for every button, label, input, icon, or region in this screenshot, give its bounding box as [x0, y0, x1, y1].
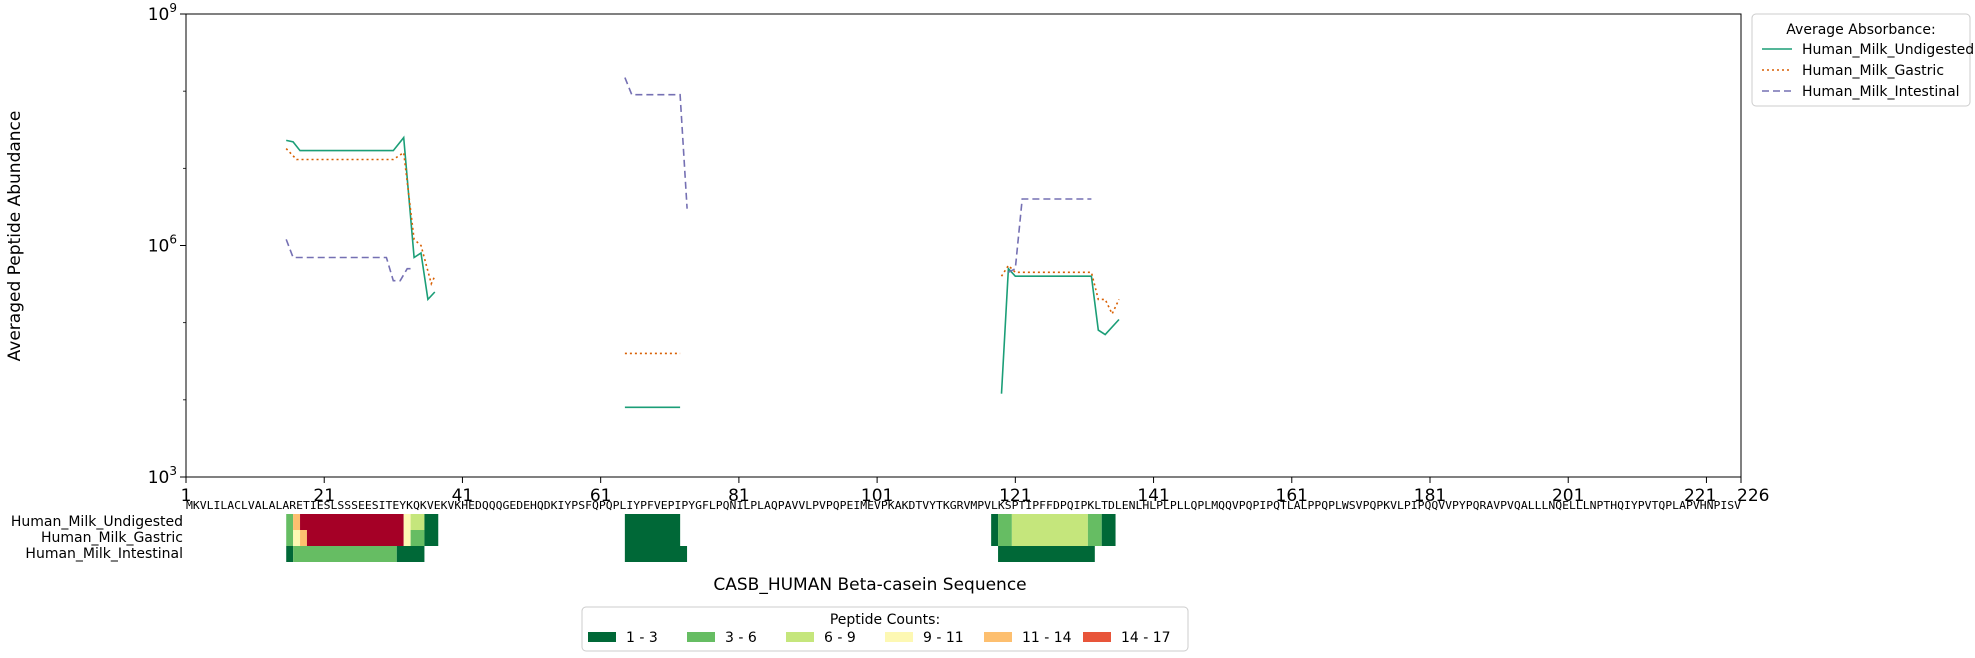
- heatmap-row-label: Human_Milk_Undigested: [11, 514, 183, 530]
- heatmap-cell: [1011, 514, 1088, 530]
- heatmap-cell: [1101, 530, 1116, 546]
- x-tick-label: 181: [1414, 486, 1446, 506]
- heatmap-cell: [998, 546, 1095, 562]
- x-axis-label: CASB_HUMAN Beta-casein Sequence: [713, 575, 1026, 595]
- y-tick-label: 109: [148, 1, 177, 25]
- series-Human_Milk_Intestinal: [285, 77, 1092, 282]
- count-legend-frame: [581, 606, 1189, 652]
- x-tick-label: 201: [1552, 486, 1584, 506]
- series-line-segment: [624, 77, 688, 209]
- heatmap-cell: [286, 530, 294, 546]
- y-axis-label: Averaged Peptide Abundance: [5, 111, 25, 362]
- heatmap-cell: [300, 530, 307, 546]
- heatmap-cell: [410, 514, 425, 530]
- x-tick-label: 61: [590, 486, 612, 506]
- y-tick-label: 103: [148, 464, 177, 488]
- count-legend-label: 14 - 17: [1121, 630, 1171, 646]
- heatmap-cell: [998, 514, 1012, 530]
- x-tick-label: 141: [1137, 486, 1169, 506]
- heatmap-cell: [424, 530, 439, 546]
- x-tick-label: 81: [728, 486, 750, 506]
- plot-area: [185, 13, 1742, 478]
- count-legend-title: Peptide Counts:: [830, 612, 940, 628]
- count-legend-swatch: [984, 632, 1012, 642]
- series-line-segment: [1008, 198, 1092, 274]
- x-axis: 1 21 41 61 81 101 121 141 161 181 201 221 226: [181, 477, 1769, 506]
- heatmap-cell: [624, 514, 681, 530]
- count-legend-label: 6 - 9: [824, 630, 856, 646]
- heatmap-cell: [624, 546, 688, 562]
- count-legend-label: 11 - 14: [1022, 630, 1072, 646]
- count-legend-swatch: [786, 632, 814, 642]
- series-line-segment: [1000, 266, 1120, 394]
- series-Human_Milk_Gastric: [285, 148, 1120, 355]
- series-legend: Average Absorbance: Human_Milk_Undigested…: [1751, 13, 1974, 107]
- series-Human_Milk_Undigested: [286, 135, 1120, 409]
- series-line-segment: [285, 239, 415, 282]
- heatmap-cell: [991, 530, 999, 546]
- peptide-count-legend: Peptide Counts: 1 - 3 3 - 6 6 - 9 9 - 11 11 -…: [581, 606, 1189, 652]
- count-legend-swatch: [687, 632, 715, 642]
- count-legend-swatch: [885, 632, 913, 642]
- x-tick-label: 101: [861, 486, 893, 506]
- legend-frame: [1751, 13, 1971, 107]
- x-tick-label: 121: [999, 486, 1031, 506]
- heatmap-cell: [403, 530, 411, 546]
- heatmap-cell: [286, 546, 294, 562]
- heatmap-cell: [300, 514, 404, 530]
- heatmap-cell: [293, 530, 301, 546]
- plot-frame: [185, 13, 1742, 478]
- sequence-text: MKVLILACLVALALARETIESLSSSEESITEYKQKVEKVK…: [186, 501, 1741, 512]
- heatmap-cell: [624, 530, 681, 546]
- x-tick-label: 221: [1684, 486, 1716, 506]
- x-tick-label: 21: [313, 486, 335, 506]
- heatmap-cell: [286, 514, 294, 530]
- heatmap-cell: [991, 514, 999, 530]
- heatmap-cell: [1101, 514, 1116, 530]
- y-tick-label: 106: [148, 233, 177, 257]
- heatmap-cell: [410, 530, 425, 546]
- series-line-segment: [286, 135, 436, 302]
- count-legend-swatch: [1083, 632, 1111, 642]
- heatmap-row-label: Human_Milk_Intestinal: [25, 546, 183, 562]
- legend-entry: Human_Milk_Gastric: [1802, 63, 1944, 79]
- heatmap-cell: [1087, 530, 1102, 546]
- heatmap-cell: [293, 514, 301, 530]
- heatmap-cell: [998, 530, 1012, 546]
- x-tick-label: 1: [181, 486, 192, 506]
- series-line-segment: [285, 148, 436, 287]
- legend-entry: Human_Milk_Intestinal: [1802, 84, 1960, 100]
- heatmap-row-label: Human_Milk_Gastric: [41, 530, 183, 546]
- heatmap-cell: [1011, 530, 1088, 546]
- count-legend-swatch: [588, 632, 616, 642]
- x-tick-label: 226: [1737, 486, 1769, 506]
- count-legend-label: 1 - 3: [626, 630, 658, 646]
- count-legend-label: 9 - 11: [923, 630, 964, 646]
- count-legend-label: 3 - 6: [725, 630, 757, 646]
- peptide-count-heatmap: Human_Milk_UndigestedHuman_Milk_GastricH…: [11, 514, 1116, 562]
- x-tick-label: 161: [1276, 486, 1308, 506]
- heatmap-cell: [396, 546, 425, 562]
- heatmap-cell: [293, 546, 397, 562]
- series-line-segment: [1000, 264, 1120, 316]
- y-axis: 103 106 109: [148, 1, 186, 488]
- x-tick-label: 41: [452, 486, 474, 506]
- heatmap-cell: [306, 530, 404, 546]
- heatmap-cell: [424, 514, 439, 530]
- heatmap-cell: [403, 514, 411, 530]
- legend-entry: Human_Milk_Undigested: [1802, 42, 1974, 58]
- legend-title: Average Absorbance:: [1786, 22, 1935, 38]
- heatmap-cell: [1087, 514, 1102, 530]
